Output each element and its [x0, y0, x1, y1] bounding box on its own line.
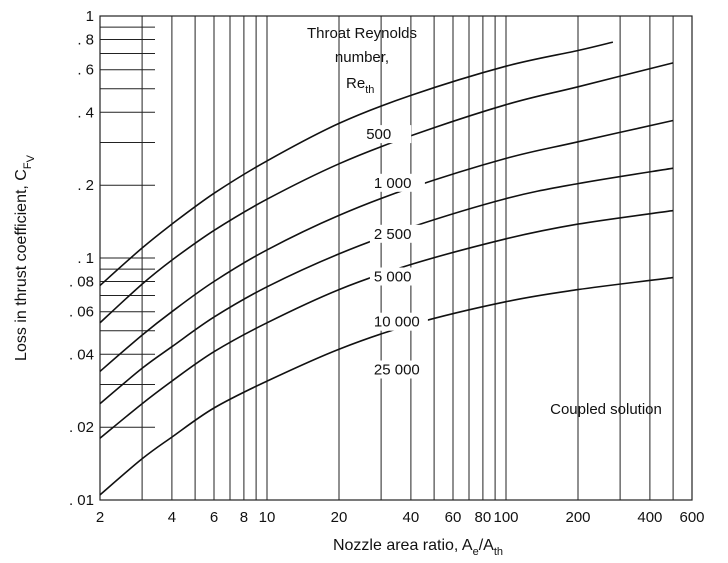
- series-label-group: 5 000: [369, 267, 425, 286]
- legend-title-line-1: Throat Reynolds: [307, 25, 417, 42]
- x-tick-label: 400: [637, 509, 662, 526]
- y-axis-title-text: Loss in thrust coefficient, C: [13, 169, 30, 361]
- series-label-group: 2 500: [369, 224, 425, 243]
- series-line-re-25000: [99, 276, 674, 496]
- series-label-backdrop: [369, 224, 425, 243]
- legend-title-line-2: number,: [335, 49, 389, 66]
- series-line-re-10000: [99, 209, 674, 439]
- x-tick-label: 60: [445, 509, 462, 526]
- tick-labels: 2 4 6 8 10 20 40 60 80 100 200 400 600 . 01 . 02 . 04 . …: [69, 8, 705, 526]
- series-label-backdrop: [369, 312, 428, 331]
- x-axis-title-slash: /A: [479, 537, 494, 554]
- y-tick-label: . 04: [69, 346, 94, 363]
- series-label: 25 000: [374, 362, 420, 379]
- x-tick-label: 600: [679, 509, 704, 526]
- x-axis-title: Nozzle area ratio, Ae/Ath: [333, 537, 503, 558]
- series-labels: 500 1 000 2 500 5 000 10 000 25 000: [362, 125, 428, 379]
- legend-title-line-3: Reth: [346, 75, 374, 96]
- series-label-group: 25 000: [369, 360, 428, 379]
- series-label-backdrop: [369, 173, 425, 192]
- plot-frame: [99, 15, 693, 501]
- legend-title-re: Re: [346, 75, 365, 92]
- y-axis-title: Loss in thrust coefficient, CFV: [13, 154, 37, 361]
- series-label: 1 000: [374, 175, 412, 192]
- x-axis-title-sub-e: e: [473, 546, 479, 558]
- gridlines: [99, 15, 693, 501]
- series-label-backdrop: [369, 360, 428, 379]
- annotation-coupled-solution: Coupled solution: [550, 401, 662, 418]
- y-tick-label: . 06: [69, 304, 94, 321]
- y-axis-title-sub-v: V: [25, 154, 37, 162]
- x-tick-label: 80: [475, 509, 492, 526]
- series-line-re-1000: [99, 62, 674, 324]
- series-label-backdrop: [369, 267, 425, 286]
- y-tick-label: . 2: [77, 177, 94, 194]
- y-axis-title-sub-f: F: [22, 162, 34, 169]
- series-label: 2 500: [374, 226, 412, 243]
- series-label: 5 000: [374, 269, 412, 286]
- x-tick-label: 4: [168, 509, 176, 526]
- y-tick-label: . 8: [77, 32, 94, 49]
- series-line-re-2500: [99, 119, 674, 373]
- x-tick-label: 2: [96, 509, 104, 526]
- y-tick-label: . 6: [77, 62, 94, 79]
- legend-title-sub: th: [365, 84, 374, 96]
- y-tick-label: 1: [86, 8, 94, 25]
- series-curves: [99, 41, 674, 496]
- series-line-re-5000: [99, 167, 674, 405]
- series-label-group: 10 000: [369, 312, 428, 331]
- series-label-backdrop: [362, 125, 412, 144]
- y-tick-label: . 1: [77, 250, 94, 267]
- series-label: 500: [366, 126, 391, 143]
- series-line-re-500: [99, 41, 614, 287]
- x-tick-label: 10: [259, 509, 276, 526]
- x-tick-label: 40: [403, 509, 420, 526]
- x-axis-title-sub-th: th: [494, 546, 503, 558]
- series-label-group: 500: [362, 125, 412, 144]
- x-axis-title-text: Nozzle area ratio, A: [333, 537, 473, 554]
- x-tick-label: 100: [493, 509, 518, 526]
- series-label: 10 000: [374, 314, 420, 331]
- x-tick-label: 200: [565, 509, 590, 526]
- x-tick-label: 20: [331, 509, 348, 526]
- y-tick-label: . 01: [69, 492, 94, 509]
- y-tick-label: . 4: [77, 104, 94, 121]
- x-tick-label: 6: [210, 509, 218, 526]
- x-tick-label: 8: [240, 509, 248, 526]
- series-label-group: 1 000: [369, 173, 425, 192]
- y-tick-label: . 02: [69, 419, 94, 436]
- y-tick-label: . 08: [69, 274, 94, 291]
